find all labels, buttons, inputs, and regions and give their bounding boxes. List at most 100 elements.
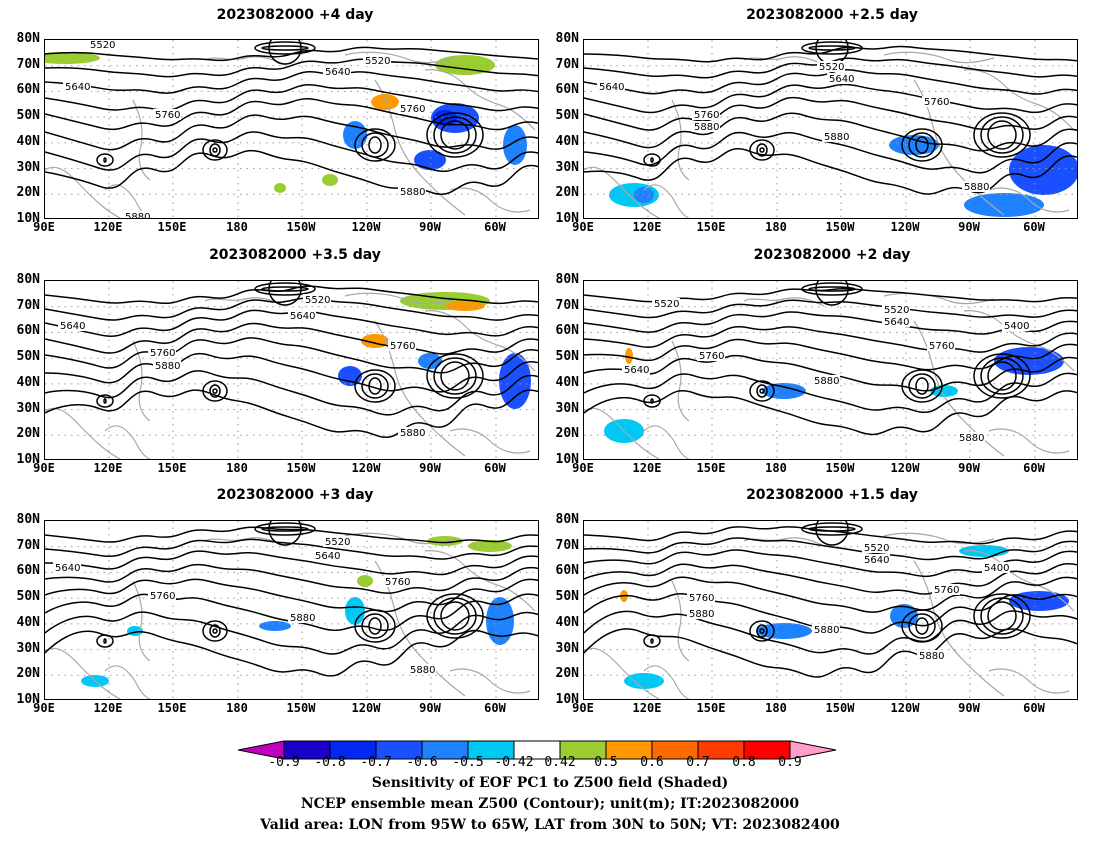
- contour-label-bg: [88, 40, 116, 50]
- shaded-region: [624, 673, 664, 689]
- contour-label: 5760: [929, 341, 954, 352]
- panel-title-4: 2023082000 +2 day: [753, 247, 911, 263]
- contour-label: 5640: [864, 555, 889, 566]
- contour-label-bg: [982, 562, 1010, 573]
- lon-tick-label: 120E: [93, 220, 123, 234]
- contour-label-bg: [398, 186, 426, 197]
- contour-label-bg: [812, 624, 840, 635]
- lat-tick-label: 30N: [16, 159, 40, 175]
- contour-label-bg: [153, 109, 181, 120]
- caption-line-3: Valid area: LON from 95W to 65W, LAT fro…: [260, 817, 840, 833]
- contour-label: 5880: [964, 182, 989, 193]
- map-plot-5: 5520 5640 5640 5760 5760 5880 5880: [45, 521, 538, 699]
- contour-label-bg: [323, 536, 351, 547]
- contour-label: 5520: [654, 299, 679, 310]
- contour-label-bg: [622, 364, 650, 375]
- lon-tick-label: 120W: [351, 701, 381, 715]
- lon-tick-label: 120W: [890, 220, 920, 234]
- contour-label: 5880: [814, 376, 839, 387]
- contour-label: 5880: [959, 433, 984, 444]
- lat-tick-label: 10N: [16, 452, 40, 467]
- lat-tick-label: 30N: [16, 400, 40, 416]
- sensitivity-shading: [338, 292, 531, 409]
- lat-tick-label: 60N: [555, 323, 579, 339]
- shaded-region: [322, 174, 338, 186]
- lon-tick-label: 60W: [484, 220, 506, 234]
- contour-label: 5880: [125, 212, 150, 219]
- contour-label: 5880: [400, 187, 425, 198]
- panel-title-2: 2023082000 +2.5 day: [746, 7, 918, 23]
- shaded-region: [634, 187, 654, 203]
- caption-line-1: Sensitivity of EOF PC1 to Z500 field (Sh…: [371, 775, 729, 791]
- lon-tick-label: 150E: [157, 220, 187, 234]
- z500-contours: [584, 521, 1077, 678]
- contour-label-bg: [932, 584, 960, 595]
- shaded-region: [890, 604, 918, 628]
- lon-tick-label: 180: [226, 220, 248, 234]
- lat-tick-label: 50N: [16, 589, 40, 605]
- z500-contours: [584, 40, 1077, 195]
- lat-tick-label: 80N: [555, 272, 579, 287]
- colorbar-tick-label: -0.42: [494, 755, 534, 770]
- lon-tick-label: 150E: [696, 220, 726, 234]
- lat-tick-label: 40N: [16, 374, 40, 390]
- map-panel-4: 5520 5520 5640 5400 5640 5760 5760 5880 5880: [583, 280, 1078, 460]
- contour-label-bg: [692, 109, 720, 120]
- lon-tick-label: 90W: [958, 220, 980, 234]
- contour-label-bg: [148, 590, 176, 601]
- contour-label: 5520: [325, 537, 350, 548]
- lon-tick-label: 150W: [286, 220, 316, 234]
- contour-label: 5520: [90, 40, 115, 51]
- lon-tick-label: 120E: [93, 461, 123, 475]
- contour-label: 5760: [400, 104, 425, 115]
- lat-tick-label: 40N: [16, 614, 40, 630]
- lat-tick-label: 30N: [555, 640, 579, 656]
- lon-tick-label: 60W: [1023, 461, 1045, 475]
- shaded-region: [414, 150, 446, 170]
- contour-label-bg: [927, 340, 955, 351]
- lat-tick-label: 80N: [16, 31, 40, 46]
- contour-label-bg: [692, 121, 720, 132]
- lon-tick-label: 180: [765, 220, 787, 234]
- panel-title-3: 2023082000 +3.5 day: [209, 247, 381, 263]
- lon-tick-label: 90W: [958, 701, 980, 715]
- map-panel-1: 5520 5640 5520 5640 5760 5760 5880 5880: [44, 39, 539, 219]
- colorbar-tick-label: -0.8: [314, 755, 346, 770]
- contour-label: 5640: [60, 321, 85, 332]
- contour-label-bg: [822, 131, 850, 142]
- contour-label-bg: [862, 554, 890, 565]
- lon-tick-label: 60W: [1023, 701, 1045, 715]
- map-panel-5: 5520 5640 5640 5760 5760 5880 5880: [44, 520, 539, 700]
- shaded-region: [357, 575, 373, 587]
- shaded-region: [435, 55, 495, 75]
- shaded-region: [486, 597, 514, 645]
- map-panel-6: 5520 5640 5400 5760 5880 5760 5880 5880: [583, 520, 1078, 700]
- contour-label-bg: [827, 73, 855, 84]
- lon-tick-label: 90E: [33, 220, 55, 234]
- contour-label: 5520: [305, 295, 330, 306]
- lon-tick-label: 60W: [484, 461, 506, 475]
- contour-label: 5880: [689, 609, 714, 620]
- colorbar-high-triangle: [789, 740, 837, 760]
- shaded-region: [445, 301, 485, 311]
- contour-label-bg: [882, 316, 910, 327]
- lon-tick-label: 120W: [351, 220, 381, 234]
- shaded-region: [259, 621, 291, 631]
- shaded-region: [418, 353, 442, 369]
- contour-label-bg: [398, 427, 426, 438]
- lat-tick-label: 30N: [555, 159, 579, 175]
- lat-tick-label: 70N: [555, 537, 579, 553]
- lon-tick-label: 150E: [157, 701, 187, 715]
- z500-contours: [45, 40, 538, 195]
- lon-tick-label: 180: [765, 701, 787, 715]
- contour-label-bg: [1002, 320, 1030, 331]
- lat-tick-label: 60N: [555, 563, 579, 579]
- z500-contours: [45, 521, 538, 677]
- contour-label-bg: [408, 664, 436, 675]
- graticule: [45, 521, 538, 699]
- lat-tick-label: 80N: [555, 512, 579, 527]
- lon-tick-label: 150W: [286, 701, 316, 715]
- lon-tick-label: 90E: [572, 220, 594, 234]
- lat-tick-label: 10N: [555, 211, 579, 226]
